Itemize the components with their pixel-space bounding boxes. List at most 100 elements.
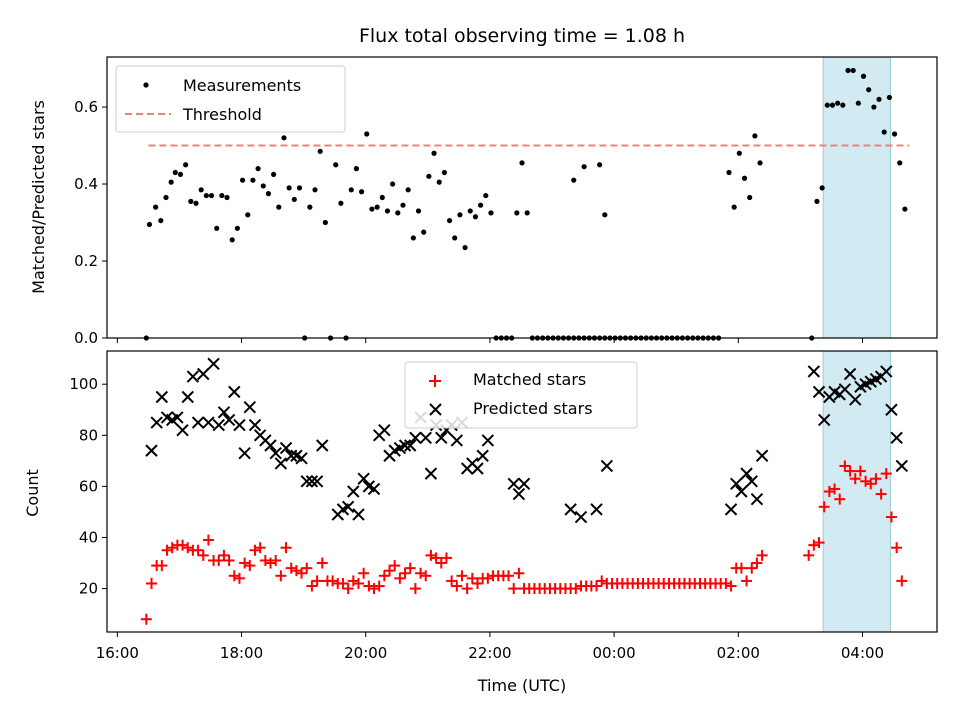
- matched-point: [854, 465, 866, 477]
- predicted-point: [435, 431, 448, 445]
- legend-predicted-label: Predicted stars: [473, 399, 593, 418]
- measurement-point: [364, 131, 370, 137]
- matched-point: [440, 552, 452, 564]
- measurement-point: [845, 67, 851, 74]
- predicted-point: [476, 449, 489, 462]
- matched-point: [746, 562, 758, 574]
- measurement-point: [457, 212, 463, 218]
- predicted-point: [724, 503, 738, 516]
- measurement-point: [322, 219, 328, 226]
- matched-point: [177, 539, 189, 551]
- legend-measurements-marker: [143, 82, 149, 88]
- top-y-tick-label: 0.2: [74, 252, 98, 270]
- predicted-point: [424, 467, 438, 480]
- bottom-y-ticks: 20 40 60 80 100: [69, 375, 107, 598]
- predicted-point: [176, 423, 189, 437]
- measurement-point: [158, 217, 164, 224]
- matched-point: [725, 580, 737, 592]
- matched-point: [352, 577, 364, 589]
- predicted-point: [885, 403, 898, 416]
- measurement-point: [431, 150, 437, 156]
- measurement-point: [260, 183, 266, 189]
- measurement-point: [198, 187, 204, 193]
- matched-point: [249, 544, 261, 556]
- predicted-point: [590, 503, 603, 516]
- matched-point: [420, 570, 432, 582]
- matched-point: [482, 572, 494, 584]
- matched-point: [885, 511, 897, 523]
- matched-point: [446, 575, 458, 587]
- matched-point: [337, 577, 349, 589]
- measurement-point: [462, 244, 468, 251]
- matched-point: [399, 567, 411, 579]
- measurement-point: [571, 177, 577, 183]
- measurement-point: [902, 206, 908, 212]
- matched-point: [239, 557, 251, 569]
- predicted-point: [171, 411, 184, 424]
- bottom-y-tick-label: 100: [69, 375, 98, 393]
- predicted-point: [222, 413, 236, 427]
- predicted-point: [574, 510, 588, 524]
- measurement-point: [850, 67, 856, 74]
- matched-point: [735, 562, 747, 574]
- measurement-point: [384, 208, 391, 214]
- predicted-point: [512, 487, 526, 501]
- matched-point: [327, 575, 339, 587]
- matched-point: [182, 542, 194, 554]
- predicted-point: [352, 508, 365, 521]
- predicted-point: [279, 441, 293, 455]
- measurement-point: [524, 210, 530, 216]
- bottom-legend: Matched stars Predicted stars: [404, 361, 638, 429]
- measurement-point: [281, 135, 287, 141]
- bottom-legend-frame: [404, 361, 638, 429]
- measurement-point: [514, 210, 520, 216]
- predicted-point: [264, 439, 277, 452]
- predicted-point: [367, 482, 381, 496]
- measurement-point: [814, 198, 820, 204]
- predicted-point: [186, 370, 200, 383]
- measurement-point: [317, 148, 323, 154]
- measurement-point: [426, 173, 432, 179]
- matched-point: [435, 557, 447, 569]
- predicted-point: [238, 446, 251, 460]
- predicted-point: [880, 365, 893, 378]
- bottom-axes-frame: [106, 350, 938, 633]
- matched-point: [259, 554, 271, 566]
- matched-point: [218, 549, 230, 561]
- matched-point: [244, 560, 256, 572]
- measurement-point: [172, 169, 178, 176]
- predicted-point: [750, 492, 764, 506]
- predicted-point: [890, 431, 903, 445]
- x-tick-label: 22:00: [468, 644, 511, 662]
- top-axes-frame: [106, 56, 938, 339]
- top-x-ticks: [116, 338, 863, 343]
- matched-point: [342, 583, 354, 595]
- measurement-point: [307, 204, 313, 210]
- measurement-point: [860, 73, 867, 79]
- matched-point: [296, 567, 308, 579]
- predicted-point: [755, 449, 769, 462]
- predicted-point: [305, 475, 319, 488]
- measurement-point: [265, 191, 272, 197]
- measurement-point: [312, 187, 318, 193]
- matched-point: [223, 554, 235, 566]
- predicted-point: [233, 418, 246, 432]
- matched-point: [270, 554, 282, 566]
- matched-point: [471, 577, 483, 589]
- matched-point: [818, 501, 830, 513]
- matched-point: [146, 577, 158, 589]
- matched-point: [280, 542, 292, 554]
- matched-point: [425, 549, 437, 561]
- measurement-point: [871, 104, 877, 110]
- predicted-point: [155, 390, 169, 404]
- predicted-point: [269, 446, 282, 460]
- matched-point: [384, 565, 396, 577]
- measurement-point: [405, 187, 411, 193]
- matched-point: [756, 549, 768, 561]
- predicted-point: [378, 423, 391, 437]
- measurement-point: [250, 177, 256, 183]
- top-legend-frame: [115, 65, 346, 133]
- predicted-point: [895, 459, 909, 473]
- matched-point: [363, 580, 375, 592]
